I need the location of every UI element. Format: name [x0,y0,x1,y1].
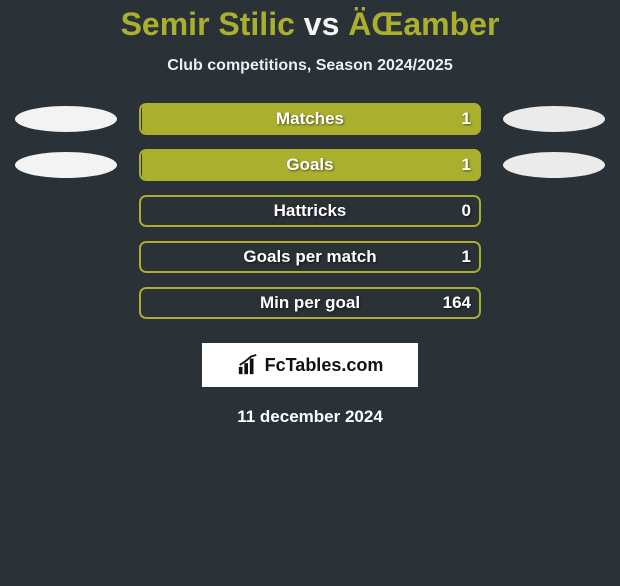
stat-row: Goals 1 [0,149,620,181]
title-vs: vs [304,6,340,42]
stat-row: Goals per match 1 [0,241,620,273]
bar-chart-icon [237,354,259,376]
stat-bar: Min per goal 164 [139,287,481,319]
logo-box: FcTables.com [202,343,418,387]
stat-bar-value-right: 1 [462,247,471,267]
stat-row: Hattricks 0 [0,195,620,227]
stat-bar: Hattricks 0 [139,195,481,227]
date-text: 11 december 2024 [0,407,620,427]
logo-text: FcTables.com [265,355,384,376]
stat-bar-label: Min per goal [260,293,360,313]
player-left-oval [15,106,117,132]
stat-row: Matches 1 [0,103,620,135]
stat-bar-value-right: 1 [462,109,471,129]
subtitle: Club competitions, Season 2024/2025 [0,57,620,75]
stats-container: Matches 1 Goals 1 Hattricks 0 Goals per match 1… [0,103,620,319]
player-right-oval [503,106,605,132]
stat-bar-label: Hattricks [274,201,347,221]
page-title: Semir Stilic vs ÄŒamber [0,6,620,43]
stat-bar-label: Matches [276,109,344,129]
player-right-oval [503,152,605,178]
stat-bar-label: Goals [286,155,333,175]
stat-bar-value-right: 0 [462,201,471,221]
title-player-left: Semir Stilic [121,6,295,42]
stat-bar-label: Goals per match [243,247,376,267]
stat-row: Min per goal 164 [0,287,620,319]
stat-bar-value-right: 164 [443,293,471,313]
stat-bar: Goals 1 [139,149,481,181]
stat-bar: Goals per match 1 [139,241,481,273]
player-left-oval [15,152,117,178]
title-player-right: ÄŒamber [348,6,499,42]
stat-bar-value-right: 1 [462,155,471,175]
stat-bar: Matches 1 [139,103,481,135]
